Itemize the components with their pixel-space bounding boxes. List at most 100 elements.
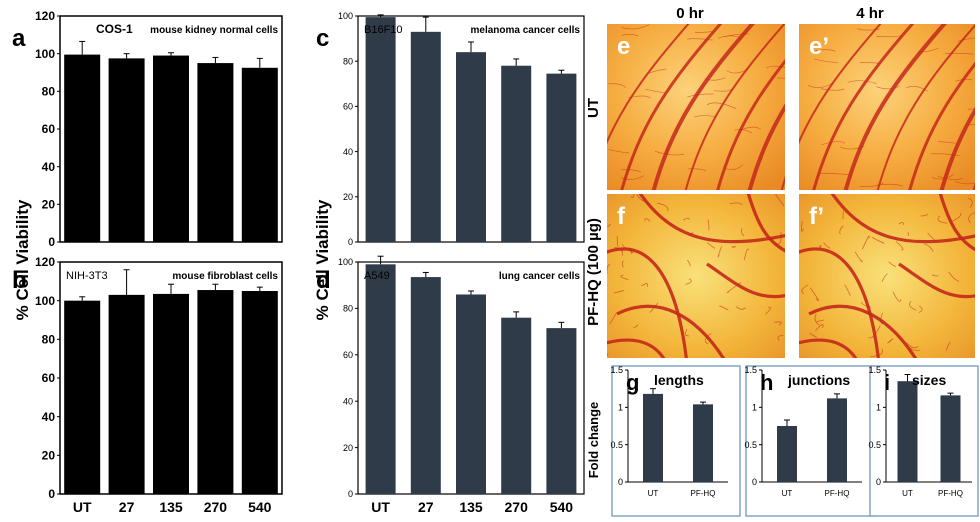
capillary-path — [909, 347, 921, 351]
vessel-path — [830, 194, 975, 244]
capillary-path — [636, 194, 646, 202]
vessel-path — [799, 338, 858, 358]
chart-title-i: sizes — [912, 372, 946, 388]
x-category-label-d-3: 270 — [505, 499, 529, 515]
vessel-path — [799, 24, 882, 145]
capillary-path — [859, 62, 880, 64]
x-category-label-h-1: PF-HQ — [825, 489, 850, 498]
capillary-path — [924, 243, 934, 252]
capillary-path — [932, 274, 939, 277]
capillary-path — [607, 223, 611, 227]
capillary-path — [706, 242, 716, 249]
capillary-path — [809, 332, 818, 338]
x-category-label-d-0: UT — [371, 499, 390, 515]
capillary-path — [621, 175, 644, 180]
capillary-path — [621, 24, 650, 30]
membrane-photo-2: f — [607, 194, 785, 358]
capillary-path — [860, 182, 884, 187]
time-label-4hr: 4 hr — [856, 5, 884, 22]
vessel-path — [607, 338, 666, 358]
capillary-path — [967, 108, 975, 110]
capillary-path — [717, 246, 722, 258]
x-category-label-g-1: PF-HQ — [691, 489, 716, 498]
chart-subtitle-d: lung cancer cells — [499, 271, 581, 282]
bar-d-1 — [410, 277, 441, 494]
capillary-path — [839, 145, 865, 150]
capillary-path — [898, 222, 905, 225]
chart-title-d: A549 — [364, 270, 390, 282]
capillary-path — [957, 37, 975, 42]
capillary-path — [801, 221, 805, 232]
bar-g-0 — [643, 393, 663, 482]
capillary-path — [609, 312, 617, 324]
capillary-path — [607, 353, 609, 357]
capillary-path — [842, 210, 844, 220]
x-category-label-b-0: UT — [73, 499, 92, 515]
capillary-path — [743, 248, 750, 261]
capillary-path — [734, 129, 752, 134]
vessel-path — [938, 194, 975, 252]
x-category-label-h-0: UT — [782, 489, 793, 498]
chart-subtitle-a: mouse kidney normal cells — [150, 25, 278, 36]
y-tick-label-d-5: 100 — [338, 257, 353, 267]
panel-letter-h: h — [760, 370, 773, 395]
panel-letter-c: c — [316, 25, 329, 52]
y-tick-label-a-6: 120 — [35, 9, 55, 23]
capillary-path — [641, 283, 649, 287]
capillary-path — [726, 68, 750, 74]
capillary-path — [955, 78, 973, 82]
capillary-path — [707, 219, 710, 231]
capillary-path — [906, 85, 928, 92]
capillary-path — [906, 342, 919, 349]
y-tick-label-b-3: 60 — [42, 371, 56, 385]
capillary-path — [774, 321, 782, 326]
capillary-path — [918, 47, 939, 53]
bar-g-1 — [693, 404, 713, 482]
capillary-path — [814, 58, 839, 64]
chart-panel-b: 0 20 40 60 80 100 120 UT 27 135 270 540 b NIH-3T3 mous… — [12, 255, 283, 515]
bar-h-1 — [827, 398, 847, 482]
panel-letter-i: i — [884, 370, 890, 395]
capillary-path — [729, 202, 743, 206]
capillary-path — [862, 235, 870, 250]
y-tick-label-b-0: 0 — [48, 487, 55, 501]
bar-b-2 — [153, 293, 189, 494]
capillary-path — [880, 312, 884, 325]
capillary-path — [844, 284, 851, 296]
y-tick-label-h-2: 1 — [752, 402, 757, 412]
chart-g-box — [611, 365, 741, 517]
capillary-path — [621, 247, 628, 256]
capillary-path — [630, 194, 635, 198]
chart-title-b: NIH-3T3 — [66, 270, 108, 282]
bar-c-0 — [365, 17, 396, 242]
y-axis-label-left: % Cell Viability — [13, 199, 32, 320]
vessel-path — [898, 262, 975, 299]
bar-a-3 — [197, 63, 234, 243]
capillary-path — [629, 247, 633, 255]
capillary-path — [777, 77, 785, 79]
bar-b-1 — [108, 294, 145, 494]
capillary-path — [946, 341, 951, 351]
capillary-path — [724, 164, 744, 171]
capillary-path — [931, 173, 955, 180]
capillary-path — [628, 95, 651, 99]
capillary-path — [649, 302, 659, 313]
capillary-path — [931, 153, 960, 157]
y-tick-label-d-0: 0 — [348, 489, 353, 499]
capillary-path — [644, 218, 651, 222]
y-tick-label-b-1: 20 — [42, 449, 56, 463]
photo-panel-letter-2: f — [617, 203, 626, 230]
capillary-path — [809, 287, 820, 302]
capillary-path — [731, 246, 737, 249]
capillary-path — [775, 194, 785, 207]
capillary-path — [807, 82, 834, 88]
chart-subtitle-c: melanoma cancer cells — [470, 25, 580, 36]
y-tick-label-g-0: 0 — [618, 477, 623, 487]
chart-panel-d: 0 20 40 60 80 100 UT 27 135 270 540 d A549 lung cance… — [316, 255, 585, 515]
vessel-path — [716, 59, 785, 190]
bar-b-0 — [64, 300, 101, 494]
chart-panel-i: 0 0.5 1 1.5 UT PF-HQ i sizes — [868, 365, 979, 517]
capillary-path — [645, 88, 666, 94]
capillary-path — [714, 88, 733, 92]
